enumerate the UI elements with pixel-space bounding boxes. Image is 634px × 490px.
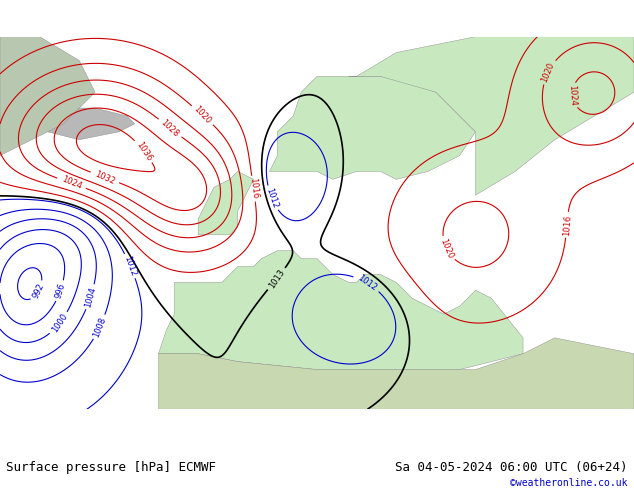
Text: 1013: 1013	[267, 268, 286, 290]
Text: 1004: 1004	[84, 286, 98, 308]
Text: 1036: 1036	[134, 140, 153, 163]
Text: ©weatheronline.co.uk: ©weatheronline.co.uk	[510, 478, 628, 488]
Polygon shape	[198, 172, 254, 235]
Text: 1020: 1020	[540, 61, 557, 83]
Text: 1008: 1008	[92, 316, 108, 339]
Text: 1000: 1000	[50, 312, 69, 335]
Text: 996: 996	[54, 282, 67, 300]
Text: Surface pressure [hPa] ECMWF: Surface pressure [hPa] ECMWF	[6, 462, 216, 474]
Text: 992: 992	[31, 282, 46, 300]
Text: 1016: 1016	[248, 178, 259, 200]
Text: 1016: 1016	[562, 214, 573, 236]
Polygon shape	[269, 76, 476, 179]
Text: 1012: 1012	[264, 187, 280, 209]
Text: 1020: 1020	[192, 104, 213, 126]
Polygon shape	[158, 251, 523, 369]
Text: Sa 04-05-2024 06:00 UTC (06+24): Sa 04-05-2024 06:00 UTC (06+24)	[395, 462, 628, 474]
Text: 1024: 1024	[60, 175, 83, 192]
Text: 1012: 1012	[356, 273, 378, 293]
Text: 1012: 1012	[122, 254, 138, 277]
Polygon shape	[0, 37, 95, 156]
Polygon shape	[48, 108, 134, 140]
Text: 1020: 1020	[438, 237, 455, 260]
Text: 1032: 1032	[93, 169, 117, 186]
Polygon shape	[349, 37, 634, 195]
Text: 1028: 1028	[159, 118, 181, 139]
Text: 1024: 1024	[567, 84, 578, 106]
Polygon shape	[158, 338, 634, 409]
